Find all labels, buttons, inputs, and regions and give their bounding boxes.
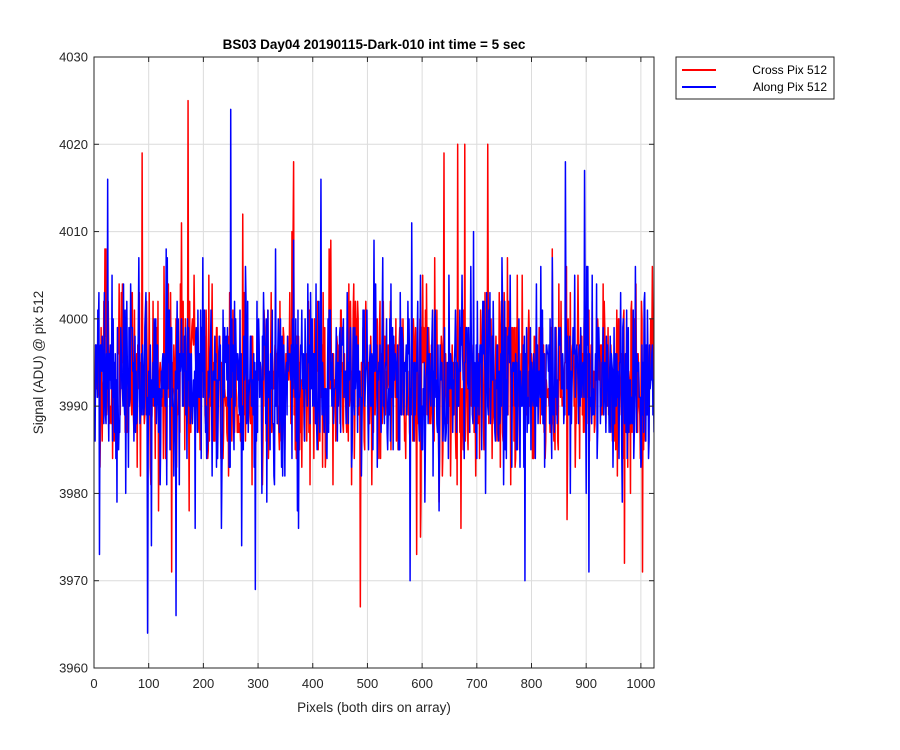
x-tick-label: 400 (302, 676, 324, 691)
series-line-along-pix-512 (94, 108, 654, 634)
x-axis-label: Pixels (both dirs on array) (297, 700, 451, 715)
x-axis-ticks: 0 100 200 300 400 500 600 700 800 900 1000 (90, 57, 655, 691)
legend: Cross Pix 512 Along Pix 512 (675, 56, 835, 100)
x-tick-label: 0 (90, 676, 97, 691)
y-axis-ticks: 3960 3970 3980 3990 4000 4010 4020 4030 (59, 50, 654, 676)
y-tick-label: 4010 (59, 224, 88, 239)
y-tick-label: 3970 (59, 573, 88, 588)
x-tick-label: 800 (521, 676, 543, 691)
y-tick-label: 3990 (59, 399, 88, 414)
y-axis-label: Signal (ADU) @ pix 512 (31, 291, 46, 435)
legend-label-cross-pix: Cross Pix 512 (752, 63, 827, 77)
x-tick-label: 700 (466, 676, 488, 691)
y-tick-label: 4000 (59, 311, 88, 326)
x-tick-label: 1000 (626, 676, 655, 691)
plot-series-group (94, 99, 654, 634)
x-tick-label: 200 (193, 676, 215, 691)
x-tick-label: 900 (575, 676, 597, 691)
x-tick-label: 600 (411, 676, 433, 691)
y-tick-label: 3980 (59, 486, 88, 501)
legend-label-along-pix: Along Pix 512 (753, 80, 827, 94)
x-tick-label: 100 (138, 676, 160, 691)
series-layer (94, 99, 654, 634)
y-tick-label: 4030 (59, 50, 88, 65)
x-tick-label: 500 (357, 676, 379, 691)
x-tick-label: 300 (247, 676, 269, 691)
chart-title: BS03 Day04 20190115-Dark-010 int time = … (223, 37, 526, 52)
legend-box (675, 56, 835, 100)
y-tick-label: 4020 (59, 137, 88, 152)
y-tick-label: 3960 (59, 661, 88, 676)
axes-box (93, 56, 655, 669)
